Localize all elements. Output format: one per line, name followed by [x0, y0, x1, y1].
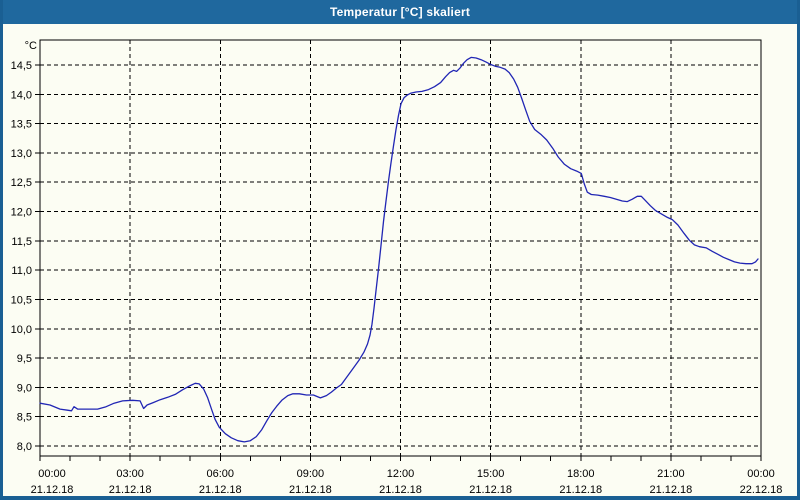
x-tick-time-label: 06:00: [206, 468, 234, 480]
x-tick-date-label: 22.12.18: [740, 484, 783, 496]
chart-area: 14,5 14,0 13,5 13,0 12,5 12,0 11,5 11,0 10,5 10,0…: [3, 24, 797, 496]
x-tick-time-label: 03:00: [116, 468, 144, 480]
y-tick-label: 14,0: [11, 89, 32, 101]
window-title: Temperatur [°C] skaliert: [329, 5, 471, 19]
y-tick-label: 9,5: [17, 353, 32, 365]
x-tick-time-label: 12:00: [387, 468, 415, 480]
y-tick-label: 12,5: [11, 177, 32, 189]
y-tick-label: 11,5: [11, 236, 32, 248]
x-tick-time-label: 00:00: [747, 468, 775, 480]
x-tick-date-label: 21.12.18: [469, 484, 512, 496]
temperature-line: [39, 56, 759, 443]
y-tick-label: 10,0: [11, 324, 32, 336]
x-tick-time-label: 15:00: [477, 468, 505, 480]
x-tick-date-label: 21.12.18: [199, 484, 242, 496]
x-tick-date-label: 21.12.18: [109, 484, 152, 496]
y-tick-label: 10,5: [11, 294, 32, 306]
x-tick-date-label: 21.12.18: [31, 484, 74, 496]
x-tick-date-label: 21.12.18: [559, 484, 602, 496]
y-axis-unit-label: °C: [25, 40, 37, 52]
window-titlebar: Temperatur [°C] skaliert: [3, 0, 797, 24]
x-tick-date-label: 21.12.18: [649, 484, 692, 496]
temperature-chart: 14,5 14,0 13,5 13,0 12,5 12,0 11,5 11,0 10,5 10,0…: [11, 39, 783, 496]
x-tick-time-label: 21:00: [657, 468, 685, 480]
y-tick-label: 12,0: [11, 207, 32, 219]
y-tick-label: 13,0: [11, 148, 32, 160]
x-tick-time-label: 00:00: [38, 468, 66, 480]
y-tick-label: 13,5: [11, 119, 32, 131]
x-tick-time-label: 18:00: [567, 468, 595, 480]
x-tick-date-label: 21.12.18: [379, 484, 422, 496]
y-tick-label: 8,0: [17, 441, 32, 453]
x-tick-time-label: 09:00: [297, 468, 325, 480]
y-tick-label: 9,0: [17, 382, 32, 394]
plot-border: [39, 39, 762, 457]
x-tick-date-label: 21.12.18: [289, 484, 332, 496]
y-tick-label: 14,5: [11, 60, 32, 72]
y-tick-label: 11,0: [11, 265, 32, 277]
y-tick-label: 8,5: [17, 412, 32, 424]
